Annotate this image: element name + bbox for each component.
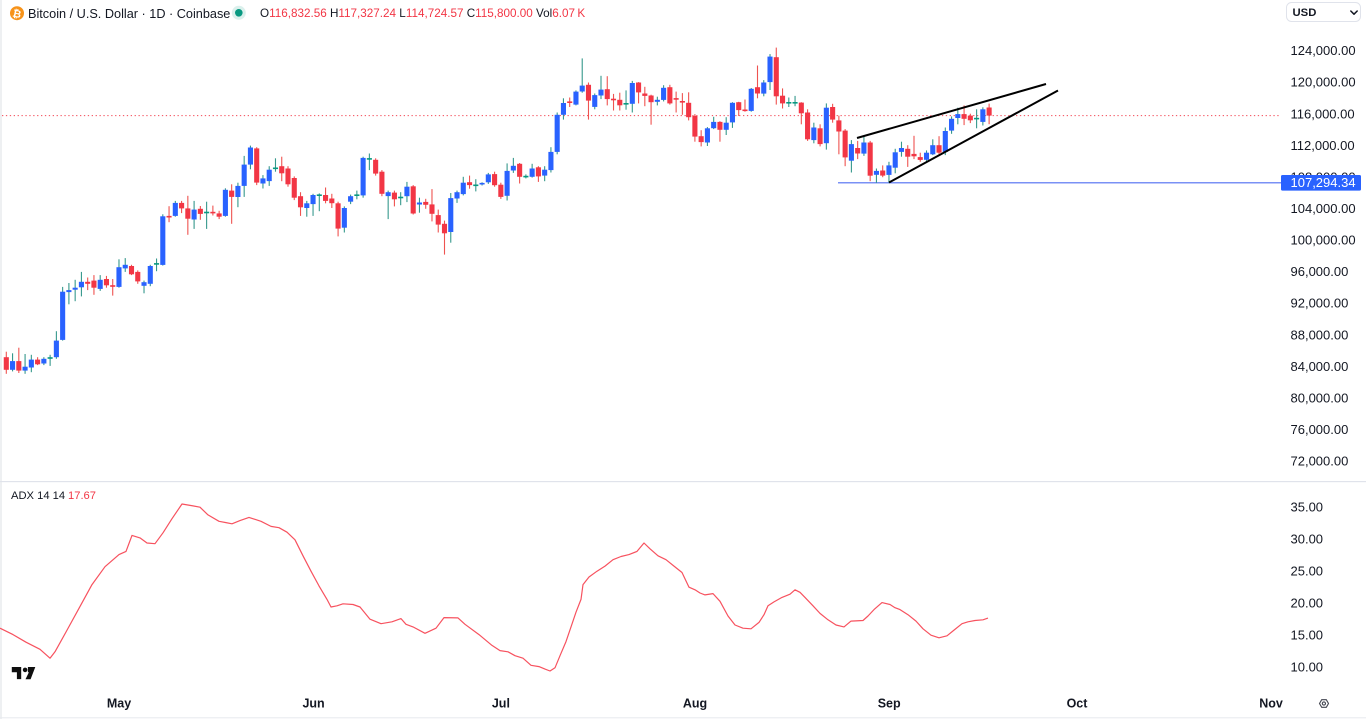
svg-text:100,000.00: 100,000.00 (1291, 233, 1356, 248)
svg-text:80,000.00: 80,000.00 (1291, 391, 1349, 406)
svg-text:Nov: Nov (1259, 697, 1283, 711)
svg-text:84,000.00: 84,000.00 (1291, 359, 1349, 374)
svg-text:92,000.00: 92,000.00 (1291, 296, 1349, 311)
svg-text:76,000.00: 76,000.00 (1291, 422, 1349, 437)
svg-text:15.00: 15.00 (1291, 627, 1324, 642)
svg-text:30.00: 30.00 (1291, 531, 1324, 546)
svg-text:Sep: Sep (878, 697, 901, 711)
svg-text:10.00: 10.00 (1291, 659, 1324, 674)
svg-text:May: May (107, 697, 131, 711)
svg-text:35.00: 35.00 (1291, 499, 1324, 514)
svg-text:112,000.00: 112,000.00 (1291, 138, 1355, 153)
svg-text:Aug: Aug (683, 697, 707, 711)
svg-text:USD: USD (1293, 7, 1317, 19)
svg-text:104,000.00: 104,000.00 (1291, 201, 1356, 216)
svg-text:107,294.34: 107,294.34 (1291, 175, 1356, 190)
svg-text:116,000.00: 116,000.00 (1291, 106, 1355, 121)
svg-text:72,000.00: 72,000.00 (1291, 454, 1349, 469)
svg-text:17.67: 17.67 (68, 490, 96, 502)
svg-text:ADX 14 14: ADX 14 14 (11, 490, 65, 502)
svg-text:88,000.00: 88,000.00 (1291, 327, 1349, 342)
svg-text:25.00: 25.00 (1291, 563, 1324, 578)
svg-text:Oct: Oct (1067, 697, 1089, 711)
svg-text:20.00: 20.00 (1291, 595, 1324, 610)
svg-text:96,000.00: 96,000.00 (1291, 264, 1349, 279)
svg-text:Bitcoin / U.S. Dollar · 1D · C: Bitcoin / U.S. Dollar · 1D · Coinbase (28, 7, 230, 21)
svg-text:120,000.00: 120,000.00 (1291, 75, 1356, 90)
svg-text:124,000.00: 124,000.00 (1291, 43, 1356, 58)
svg-text:Jun: Jun (302, 697, 324, 711)
svg-text:O116,832.56 H117,327.24 L114,7: O116,832.56 H117,327.24 L114,724.57 C115… (260, 7, 585, 20)
svg-text:₿: ₿ (11, 8, 22, 22)
svg-text:Jul: Jul (492, 697, 510, 711)
